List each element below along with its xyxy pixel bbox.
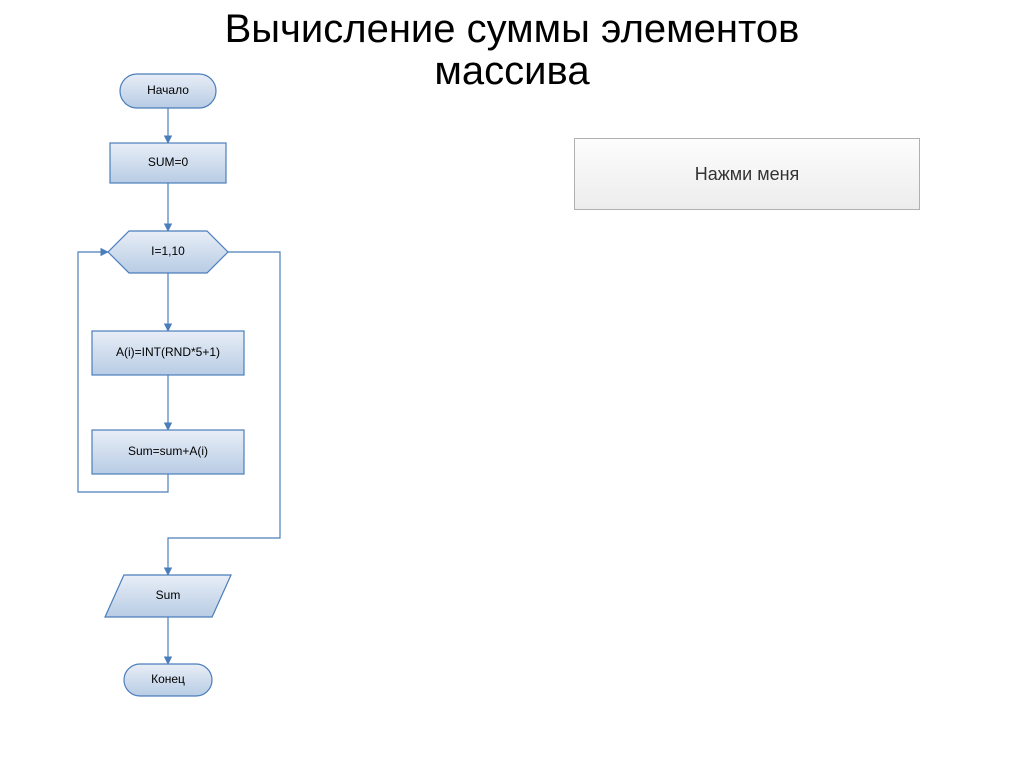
flowchart-svg: Начало SUM=0 I=1,10 A(i)=INT(RND*5+1) Sum=su… [0, 0, 1024, 767]
press-me-button-label: Нажми меня [695, 164, 800, 185]
flowchart-node-label-start: Начало [147, 83, 189, 97]
flowchart-node-label-sumadd: Sum=sum+A(i) [128, 444, 208, 458]
flowchart-node-end: Конец [124, 664, 212, 696]
flowchart-node-label-assign: A(i)=INT(RND*5+1) [116, 345, 220, 359]
flowchart-node-loop: I=1,10 [108, 231, 228, 273]
flowchart-node-out: Sum [105, 575, 231, 617]
flowchart-node-label-loop: I=1,10 [151, 244, 185, 258]
flowchart-node-assign: A(i)=INT(RND*5+1) [92, 331, 244, 375]
flowchart-node-label-sum0: SUM=0 [148, 155, 189, 169]
press-me-button[interactable]: Нажми меня [574, 138, 920, 210]
flowchart-node-sum0: SUM=0 [110, 143, 226, 183]
flowchart-node-label-end: Конец [151, 672, 185, 686]
flowchart-node-label-out: Sum [156, 588, 181, 602]
flowchart-node-sumadd: Sum=sum+A(i) [92, 430, 244, 474]
flowchart-node-start: Начало [120, 74, 216, 108]
flowchart-loop-exit [168, 252, 280, 575]
